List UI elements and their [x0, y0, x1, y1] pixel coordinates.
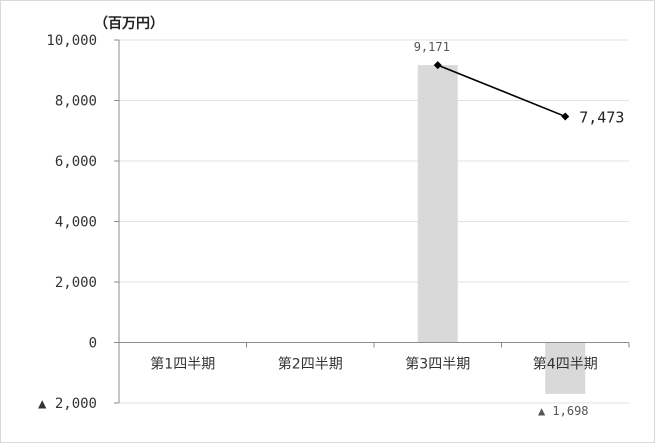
y-tick-label: 2,000 — [55, 275, 97, 291]
line-series — [433, 61, 570, 121]
line-marker — [433, 61, 442, 70]
category-label: 第1四半期 — [150, 356, 215, 373]
category-label: 第3四半期 — [405, 356, 470, 373]
y-tick-label: 6,000 — [55, 154, 97, 170]
series-line — [437, 64, 566, 118]
bar — [417, 65, 458, 343]
bar — [545, 342, 586, 394]
line-data-label: 7,473 — [579, 108, 624, 126]
category-label: 第4四半期 — [533, 356, 598, 373]
line-marker — [561, 112, 570, 121]
y-tick-label: 0 — [89, 336, 97, 352]
bar-data-label: 9,171 — [414, 40, 450, 54]
y-tick-label: ▲ 2,000 — [38, 396, 97, 412]
gridlines — [119, 39, 629, 404]
y-tick-label: 8,000 — [55, 94, 97, 110]
unit-label: （百万円） — [94, 16, 164, 32]
bar-data-label: ▲ 1,698 — [538, 404, 589, 418]
bar-series — [417, 65, 586, 394]
labels: 10,000 8,000 6,000 4,000 2,000 0 ▲ 2,000 （百万円） 第… — [38, 16, 624, 418]
category-label: 第2四半期 — [278, 356, 343, 373]
y-tick-label: 10,000 — [46, 33, 97, 49]
axes — [114, 39, 630, 404]
y-tick-label: 4,000 — [55, 215, 97, 231]
